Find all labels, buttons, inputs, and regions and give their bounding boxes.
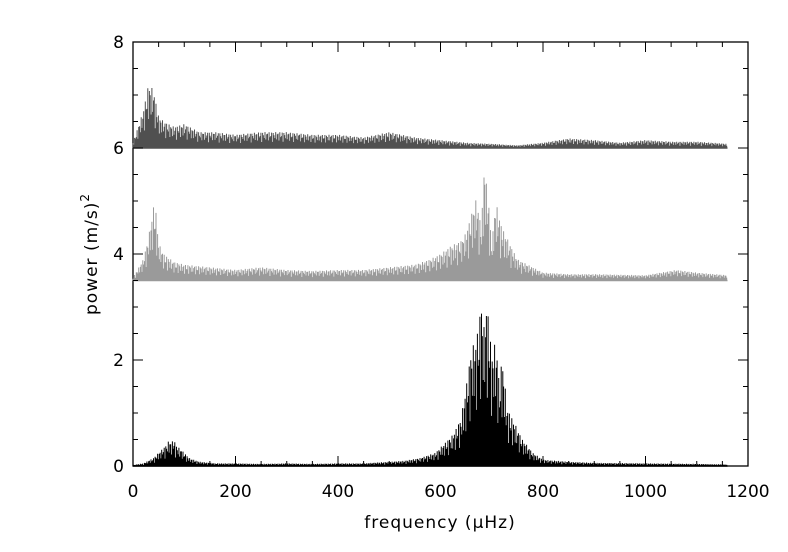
y-axis-title-superscript: 2 bbox=[78, 193, 92, 202]
tick-labels-layer: 0 200 400 600 800 1000 1200 0 2 4 6 8 bbox=[113, 33, 769, 502]
y-axis-title-text: power (m/s) bbox=[82, 202, 102, 315]
series-0-spectrum bbox=[132, 313, 728, 466]
x-tick-label: 200 bbox=[219, 482, 251, 502]
y-tick-label: 0 bbox=[113, 457, 124, 477]
y-tick-label: 4 bbox=[113, 245, 124, 265]
x-tick-label: 1200 bbox=[726, 482, 769, 502]
plot-frame bbox=[132, 41, 749, 467]
x-tick-label: 0 bbox=[128, 482, 139, 502]
y-tick-label: 8 bbox=[113, 33, 124, 53]
series-2-spectrum bbox=[132, 88, 728, 148]
y-tick-label: 2 bbox=[113, 351, 124, 371]
x-tick-label: 400 bbox=[322, 482, 354, 502]
x-tick-label: 600 bbox=[424, 482, 456, 502]
y-tick-label: 6 bbox=[113, 139, 124, 159]
y-axis-title: power (m/s)2 bbox=[78, 193, 102, 315]
x-tick-label: 1000 bbox=[624, 482, 667, 502]
x-axis-title: frequency (μHz) bbox=[364, 513, 515, 533]
x-tick-label: 800 bbox=[527, 482, 559, 502]
series-layer bbox=[132, 88, 728, 467]
ticks-layer bbox=[132, 41, 749, 467]
series-1-spectrum bbox=[132, 177, 728, 281]
